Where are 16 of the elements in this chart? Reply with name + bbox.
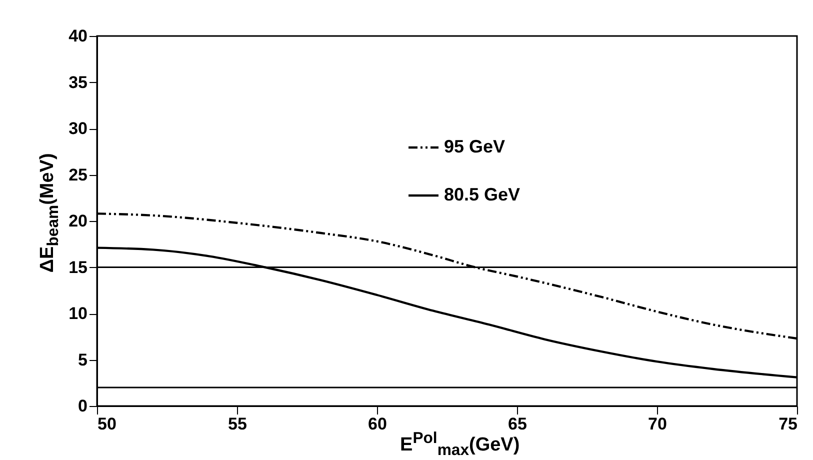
x-tick-label: 75 [778,414,798,434]
y-tick-label: 0 [78,396,88,416]
x-tick-label: 55 [228,414,247,434]
y-tick-label: 10 [68,304,88,323]
y-tick-label: 40 [68,26,88,46]
legend-label: 80.5 GeV [444,184,520,204]
y-tick-label: 35 [68,72,88,92]
x-tick-label: 50 [98,414,116,434]
y-tick-label: 20 [68,212,88,230]
legend-label: 95 GeV [444,136,506,156]
y-tick-label: 30 [68,119,88,138]
y-tick-label: 25 [68,165,88,184]
y-tick-label: 5 [78,350,88,370]
y-tick-label: 15 [68,258,88,277]
x-tick-label: 60 [368,414,387,434]
x-tick-label: 70 [648,414,667,434]
